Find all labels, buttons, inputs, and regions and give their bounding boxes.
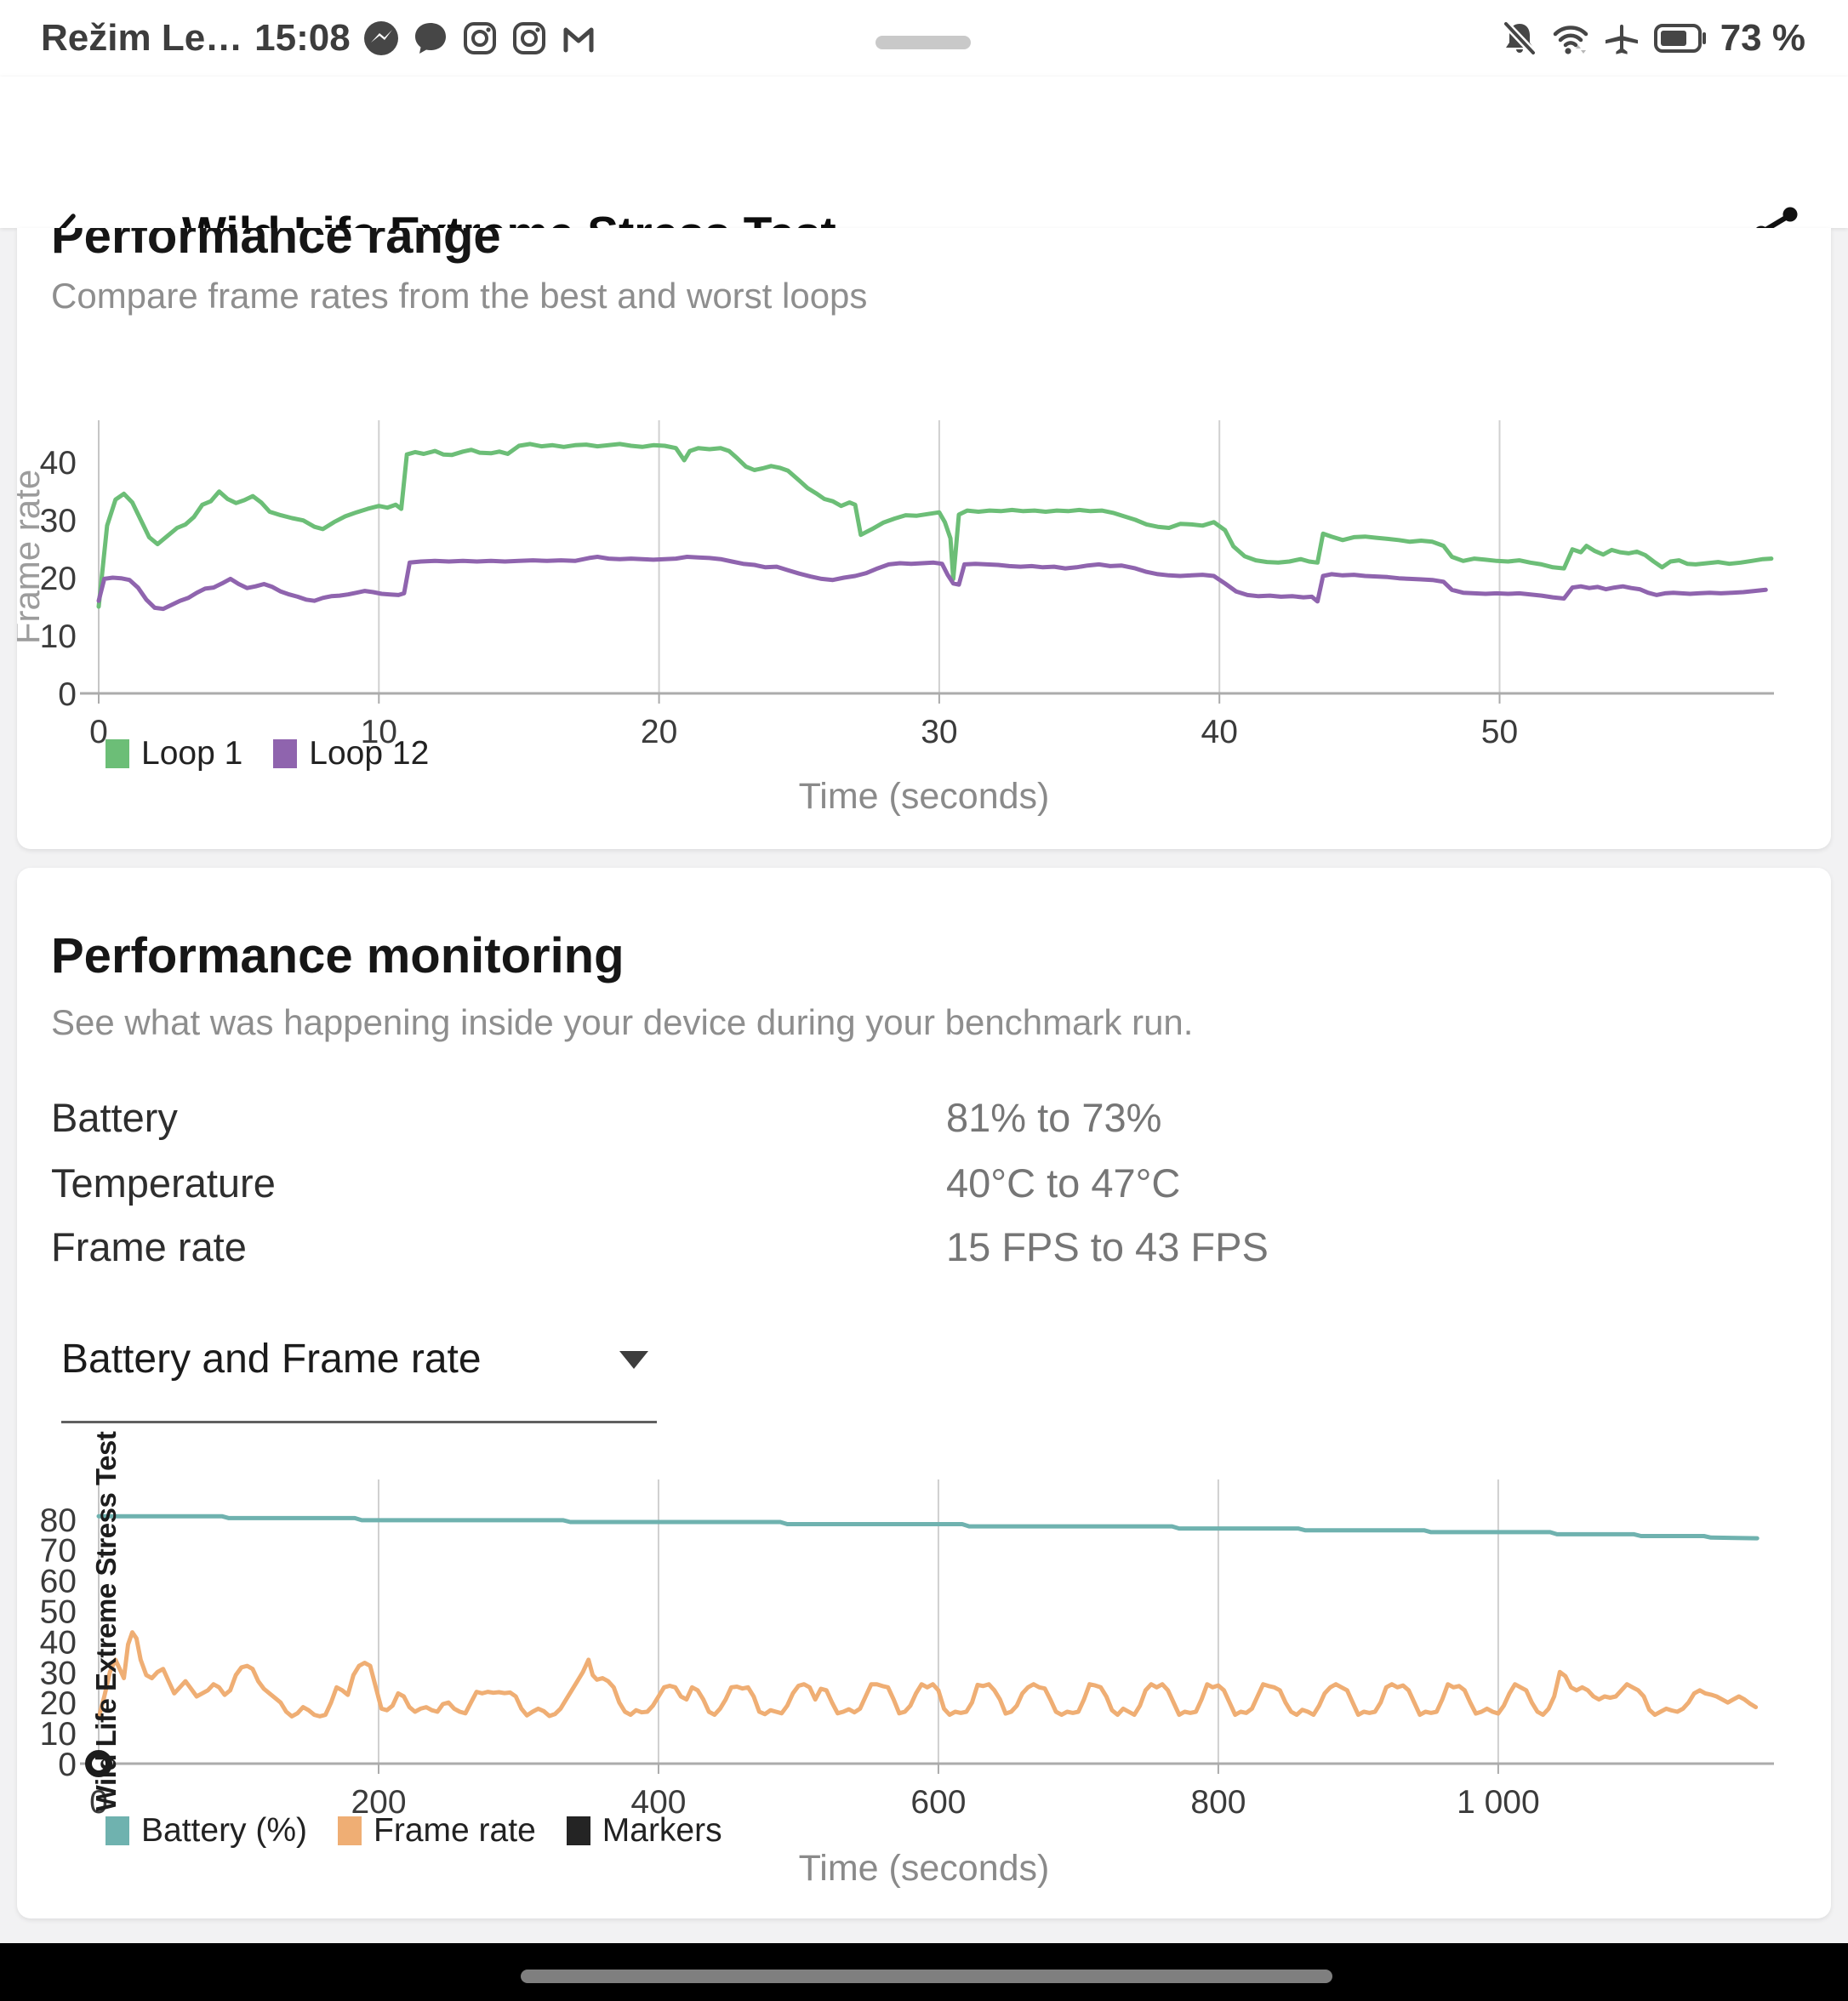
series-Battery (%) bbox=[96, 1514, 1760, 1541]
legend-item: Loop 1 bbox=[106, 735, 242, 772]
y-tick-label: 50 bbox=[40, 1594, 77, 1631]
legend-swatch bbox=[106, 739, 129, 768]
status-bar: Režim Le… 15:08 bbox=[0, 0, 1848, 77]
legend-item: Markers bbox=[566, 1812, 722, 1850]
stat-value: 81% to 73% bbox=[946, 1095, 1162, 1140]
instagram-icon bbox=[461, 20, 499, 57]
y-tick-label: 20 bbox=[40, 1685, 77, 1722]
notifications-off-icon bbox=[1501, 19, 1538, 58]
stat-label: Battery bbox=[51, 1095, 178, 1140]
messenger-icon bbox=[362, 20, 400, 57]
y-tick-label: 30 bbox=[40, 503, 77, 539]
performance-monitoring-card: Performance monitoring See what was happ… bbox=[17, 868, 1831, 1918]
y-tick-label: 0 bbox=[58, 676, 77, 713]
performance-monitoring-title: Performance monitoring bbox=[51, 928, 625, 983]
x-tick-label: 0 bbox=[89, 714, 108, 750]
legend-swatch bbox=[566, 1816, 590, 1845]
y-tick-label: 60 bbox=[40, 1564, 77, 1600]
y-axis-title: Frame rate bbox=[17, 470, 47, 644]
series-Loop 12 bbox=[96, 555, 1768, 612]
y-tick-label: 10 bbox=[40, 619, 77, 655]
marker-point bbox=[85, 1750, 112, 1777]
y-tick-label: 40 bbox=[40, 445, 77, 482]
stat-row-battery: Battery 81% to 73% bbox=[51, 1094, 1797, 1142]
dropdown-selected-value: Battery and Frame rate bbox=[61, 1337, 482, 1382]
performance-monitoring-legend: Battery (%) Frame rate Markers bbox=[106, 1812, 722, 1850]
x-axis-title: Time (seconds) bbox=[798, 776, 1050, 817]
y-tick-label: 10 bbox=[40, 1716, 77, 1753]
camera-cutout bbox=[876, 36, 971, 49]
chat-bubble-icon bbox=[412, 20, 449, 57]
legend-swatch bbox=[338, 1816, 362, 1845]
performance-range-legend: Loop 1 Loop 12 bbox=[106, 735, 429, 772]
gmail-icon bbox=[560, 20, 597, 57]
status-mode-text: Režim Le… bbox=[41, 17, 243, 59]
legend-label: Battery (%) bbox=[141, 1812, 308, 1849]
y-tick-label: 20 bbox=[40, 561, 77, 597]
status-bar-right: 73 % bbox=[1501, 0, 1805, 77]
legend-item: Battery (%) bbox=[106, 1812, 307, 1850]
legend-swatch bbox=[273, 739, 298, 768]
x-tick-label: 10 bbox=[361, 714, 397, 750]
legend-label: Loop 12 bbox=[309, 735, 430, 772]
legend-label: Markers bbox=[602, 1812, 722, 1849]
status-clock: 15:08 bbox=[254, 17, 351, 59]
dropdown-underline bbox=[61, 1421, 657, 1423]
battery-icon bbox=[1653, 20, 1707, 57]
x-tick-label: 20 bbox=[641, 714, 677, 750]
home-indicator[interactable] bbox=[521, 1970, 1332, 1983]
x-tick-label: 400 bbox=[630, 1784, 686, 1821]
series-Loop 1 bbox=[96, 442, 1774, 609]
instagram-icon bbox=[510, 20, 548, 57]
y-tick-label: 0 bbox=[58, 1747, 77, 1783]
x-tick-label: 40 bbox=[1201, 714, 1238, 750]
airplane-mode-icon bbox=[1603, 20, 1640, 57]
stat-row-frame-rate: Frame rate 15 FPS to 43 FPS bbox=[51, 1223, 1797, 1271]
legend-item: Loop 12 bbox=[273, 735, 429, 772]
y-tick-label: 30 bbox=[40, 1655, 77, 1691]
stat-value: 15 FPS to 43 FPS bbox=[946, 1224, 1269, 1269]
battery-percent-text: 73 % bbox=[1720, 17, 1805, 59]
stat-label: Frame rate bbox=[51, 1224, 247, 1269]
x-tick-label: 0 bbox=[89, 1784, 108, 1821]
legend-label: Frame rate bbox=[374, 1812, 536, 1849]
x-tick-label: 800 bbox=[1190, 1784, 1246, 1821]
stat-row-temperature: Temperature 40°C to 47°C bbox=[51, 1160, 1797, 1207]
legend-swatch bbox=[106, 1816, 129, 1845]
y-tick-label: 80 bbox=[40, 1502, 77, 1539]
stat-label: Temperature bbox=[51, 1160, 276, 1206]
chevron-down-icon bbox=[619, 1351, 648, 1369]
legend-label: Loop 1 bbox=[141, 735, 243, 772]
wifi-icon bbox=[1552, 20, 1589, 57]
x-tick-label: 200 bbox=[351, 1784, 406, 1821]
legend-item: Frame rate bbox=[338, 1812, 536, 1850]
y-tick-label: 70 bbox=[40, 1533, 77, 1570]
gesture-nav-bar bbox=[0, 1943, 1848, 2001]
performance-range-card: Performance range Compare frame rates fr… bbox=[17, 228, 1831, 849]
x-tick-label: 30 bbox=[921, 714, 957, 750]
x-tick-label: 600 bbox=[910, 1784, 966, 1821]
series-Frame rate bbox=[96, 1630, 1759, 1720]
y-axis-title: Wild Life Extreme Stress Test bbox=[90, 1431, 122, 1811]
performance-range-subtitle: Compare frame rates from the best and wo… bbox=[51, 276, 868, 316]
status-bar-left: Režim Le… 15:08 bbox=[41, 0, 597, 77]
performance-range-title: Performance range bbox=[51, 228, 501, 264]
x-tick-label: 50 bbox=[1481, 714, 1518, 750]
x-axis-title: Time (seconds) bbox=[798, 1848, 1050, 1889]
performance-monitoring-subtitle: See what was happening inside your devic… bbox=[51, 1002, 1194, 1042]
stat-value: 40°C to 47°C bbox=[946, 1160, 1181, 1206]
metric-selector-dropdown[interactable]: Battery and Frame rate bbox=[51, 1332, 681, 1426]
y-tick-label: 40 bbox=[40, 1624, 77, 1661]
app-bar: Wild Life Extreme Stress Test bbox=[0, 77, 1848, 259]
x-tick-label: 1 000 bbox=[1457, 1784, 1540, 1821]
